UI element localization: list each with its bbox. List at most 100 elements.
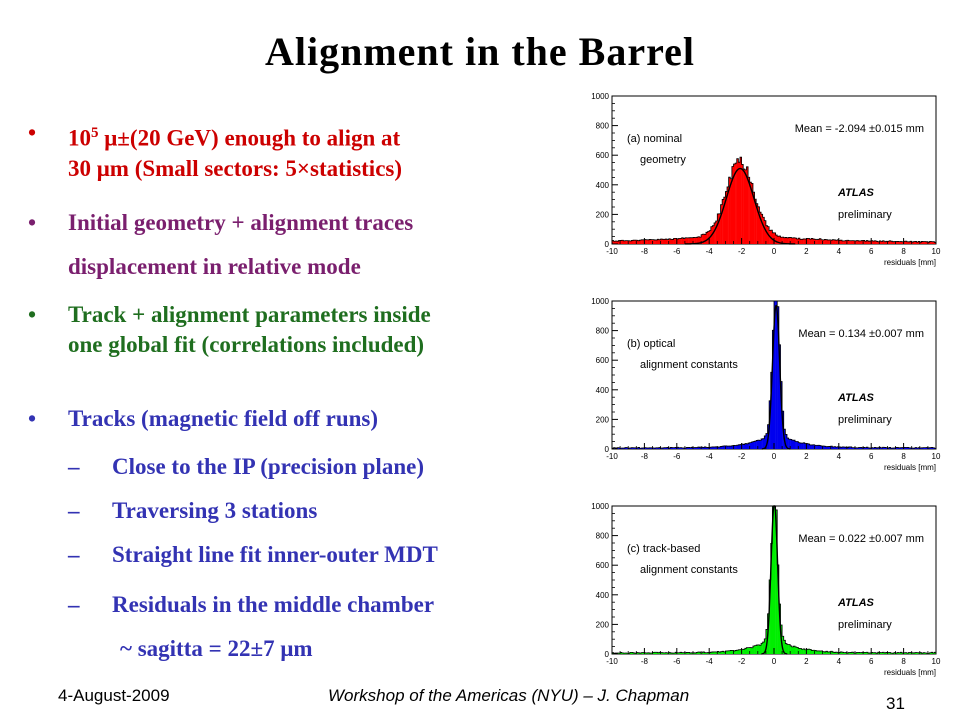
histogram-bar	[720, 446, 723, 449]
histogram-bar	[714, 651, 716, 654]
histogram-bar	[856, 240, 859, 244]
y-tick-label: 200	[596, 210, 610, 219]
histogram-bar	[855, 240, 857, 244]
histogram-bar	[612, 240, 614, 244]
histogram-bar	[749, 442, 752, 449]
histogram-bar	[744, 648, 747, 654]
histogram-bar	[736, 445, 739, 449]
histogram-bar	[832, 447, 835, 449]
histogram-bar	[778, 344, 781, 449]
histogram-bar	[691, 652, 694, 654]
y-tick-label: 800	[596, 327, 610, 336]
histogram-bar	[918, 241, 920, 244]
atlas-label: ATLAS	[837, 187, 875, 199]
plot-label-line2: geometry	[640, 154, 686, 166]
histogram-bar	[785, 643, 788, 654]
sagitta-line: ~ sagitta = 22±7 μm	[120, 634, 640, 664]
histogram-bar	[670, 239, 673, 244]
histogram-bar	[780, 237, 783, 244]
histogram-bar	[859, 240, 862, 244]
histogram-bar	[822, 239, 825, 244]
histogram-bar	[914, 652, 917, 654]
histogram-bar	[808, 649, 810, 654]
histogram-bar	[688, 652, 690, 654]
histogram-bar	[892, 448, 895, 449]
bullet-dot: •	[28, 302, 37, 327]
histogram-bar	[710, 652, 713, 654]
histogram-bar	[848, 446, 851, 449]
histogram-bar	[801, 239, 804, 244]
histogram-bar	[639, 240, 642, 244]
histogram-bar	[880, 652, 883, 654]
histogram-bar	[701, 234, 703, 244]
histogram-bar	[756, 645, 758, 654]
histogram-bar	[908, 652, 911, 654]
x-tick-label: 8	[901, 452, 906, 461]
histogram-bar	[728, 650, 731, 654]
sub-bullet-2-text: Traversing 3 stations	[112, 498, 318, 523]
histogram-bar	[855, 652, 857, 654]
histogram-bar	[644, 447, 647, 449]
histogram-bar	[824, 446, 827, 449]
histogram-bar	[819, 238, 822, 244]
histogram-bar	[671, 447, 674, 449]
histogram-bar	[715, 652, 718, 654]
histogram-bar	[879, 240, 882, 244]
histogram-bar	[629, 240, 632, 244]
histogram-a: 0 200 400 600 800 1000 -10 -8 -6 -4 -2 0 2 4 6 8 10 resid…	[580, 90, 942, 270]
histogram-bar	[752, 192, 755, 244]
histogram-bar	[848, 652, 851, 654]
x-tick-label: -4	[706, 657, 714, 666]
histogram-bar	[680, 238, 682, 244]
histogram-bar	[636, 652, 639, 654]
x-tick-label: -4	[706, 247, 714, 256]
histogram-bar	[871, 240, 874, 244]
histogram-bar	[668, 652, 671, 654]
plot-label-line1: (b) optical	[627, 338, 675, 350]
histogram-bar	[731, 650, 734, 654]
histogram-bar	[786, 437, 789, 449]
histogram-bar	[709, 652, 712, 654]
histogram-bar	[670, 447, 673, 449]
x-tick-label: -8	[641, 247, 649, 256]
histogram-bar	[718, 652, 721, 654]
x-tick-label: -10	[606, 452, 618, 461]
histogram-bar	[696, 237, 699, 244]
x-tick-label: -8	[641, 452, 649, 461]
histogram-bar	[832, 239, 835, 244]
histogram-bar	[714, 222, 716, 244]
histogram-bar	[906, 653, 909, 654]
histogram-bar	[731, 445, 734, 449]
histogram-bar	[748, 647, 750, 654]
histogram-bar	[864, 652, 867, 654]
histogram-bar	[739, 649, 742, 654]
histogram-bar	[733, 445, 736, 449]
histogram-bar	[696, 447, 699, 449]
histogram-bar	[801, 443, 804, 449]
histogram-bar	[647, 652, 650, 654]
histogram-bar	[641, 448, 643, 449]
histogram-bar	[658, 239, 661, 244]
histogram-bar	[616, 447, 619, 449]
histogram-bar	[667, 447, 669, 449]
histogram-bar	[913, 241, 916, 244]
histogram-bar	[717, 447, 720, 449]
x-tick-label: 8	[901, 657, 906, 666]
fit-curve	[761, 505, 788, 655]
histogram-bar	[725, 651, 728, 654]
x-tick-label: -4	[706, 452, 714, 461]
histogram-bar	[774, 506, 776, 654]
histogram-bar	[859, 447, 862, 449]
histogram-bar	[924, 241, 927, 244]
histogram-bar	[803, 238, 805, 244]
histogram-bar	[786, 644, 789, 654]
x-tick-label: -10	[606, 247, 618, 256]
histogram-bar	[791, 646, 794, 654]
histogram-bar	[838, 446, 841, 449]
histogram-bar	[759, 440, 762, 449]
histogram-bar	[681, 447, 684, 449]
bullet-1-exponent: 5	[91, 125, 99, 141]
page-number: 31	[886, 694, 905, 713]
y-tick-label: 400	[596, 386, 610, 395]
histogram-bar	[761, 643, 763, 654]
